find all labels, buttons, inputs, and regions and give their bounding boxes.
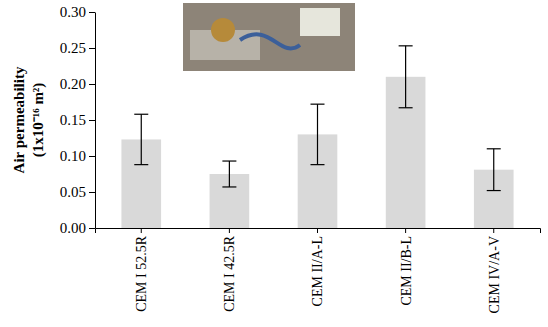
error-bar-stem — [405, 46, 406, 108]
x-axis-line — [96, 229, 541, 234]
y-tick-mark — [89, 120, 95, 121]
error-bar-cap — [222, 186, 236, 187]
error-bar-stem — [317, 104, 318, 164]
y-tick: 0.05 — [60, 184, 95, 200]
y-tick: 0.20 — [60, 76, 95, 92]
inset-photo — [183, 3, 355, 71]
y-axis-title: Air permeability(1x10⁻¹⁶ m²) — [11, 66, 47, 173]
bars — [121, 46, 513, 228]
photo-bg — [183, 3, 355, 71]
y-tick-mark — [89, 12, 95, 13]
y-tick-label: 0.25 — [60, 40, 86, 56]
y-tick: 0.25 — [60, 40, 95, 56]
error-bar-cap — [487, 190, 501, 191]
photo-hose — [240, 34, 300, 48]
error-bar-cap — [311, 164, 325, 165]
x-tick-label: CEM IV/A-V — [487, 236, 502, 313]
y-tick: 0.10 — [60, 148, 95, 164]
y-tick-label: 0.20 — [60, 76, 86, 92]
error-bar-cap — [311, 104, 325, 105]
error-bar-cap — [134, 164, 148, 165]
error-bar-cap — [487, 148, 501, 149]
y-axis-title-line: Air permeability — [11, 66, 27, 173]
error-bar-cap — [222, 160, 236, 161]
y-axis-title-line: (1x10⁻¹⁶ m²) — [30, 83, 47, 158]
x-tick: CEM IV/A-V — [487, 228, 502, 313]
x-tick-mark — [405, 228, 406, 233]
error-bar — [399, 46, 413, 108]
x-tick: CEM II/A-L — [310, 228, 325, 306]
error-bar-stem — [493, 149, 494, 191]
x-tick-mark — [229, 228, 230, 233]
y-tick-mark — [89, 156, 95, 157]
error-bar-stem — [229, 161, 230, 187]
x-tick: CEM II/B-L — [399, 228, 414, 306]
y-tick-mark — [89, 228, 95, 229]
error-bar-stem — [141, 114, 142, 164]
y-tick-mark — [89, 84, 95, 85]
x-tick: CEM I 42.5R — [222, 228, 237, 312]
y-axis: 0.00 0.05 0.10 0.15 0.20 0.25 0.30 — [60, 4, 96, 236]
y-tick-mark — [89, 48, 95, 49]
y-tick: 0.15 — [60, 112, 95, 128]
photo-meter — [300, 8, 340, 36]
error-bar-cap — [399, 45, 413, 46]
x-tick-label: CEM II/A-L — [310, 236, 325, 306]
x-tick-label: CEM I 42.5R — [222, 235, 237, 312]
x-tick-label: CEM II/B-L — [399, 236, 414, 306]
x-tick-label: CEM I 52.5R — [134, 235, 149, 312]
chart: 0.000.050.100.150.200.250.30CEM I 52.5RC… — [0, 0, 548, 327]
x-tick-mark — [493, 228, 494, 233]
photo-gauge — [211, 18, 235, 42]
y-tick-label: 0.05 — [60, 184, 86, 200]
error-bar — [487, 149, 501, 191]
error-bar-cap — [399, 107, 413, 108]
y-tick-label: 0.00 — [60, 220, 86, 236]
y-tick-label: 0.10 — [60, 148, 86, 164]
x-tick-mark — [141, 228, 142, 233]
x-axis: CEM I 52.5R CEM I 42.5R CEM II/A-L CEM II/B… — [96, 228, 541, 313]
error-bar — [311, 104, 325, 164]
y-tick-label: 0.30 — [60, 4, 86, 20]
y-tick-mark — [89, 192, 95, 193]
y-axis-line — [95, 13, 96, 229]
error-bar-cap — [134, 114, 148, 115]
y-tick: 0.30 — [60, 4, 95, 20]
x-tick: CEM I 52.5R — [134, 228, 149, 312]
y-tick-label: 0.15 — [60, 112, 86, 128]
x-tick-mark — [317, 228, 318, 233]
error-bar — [134, 114, 148, 164]
y-tick: 0.00 — [60, 220, 95, 236]
error-bar — [222, 161, 236, 187]
